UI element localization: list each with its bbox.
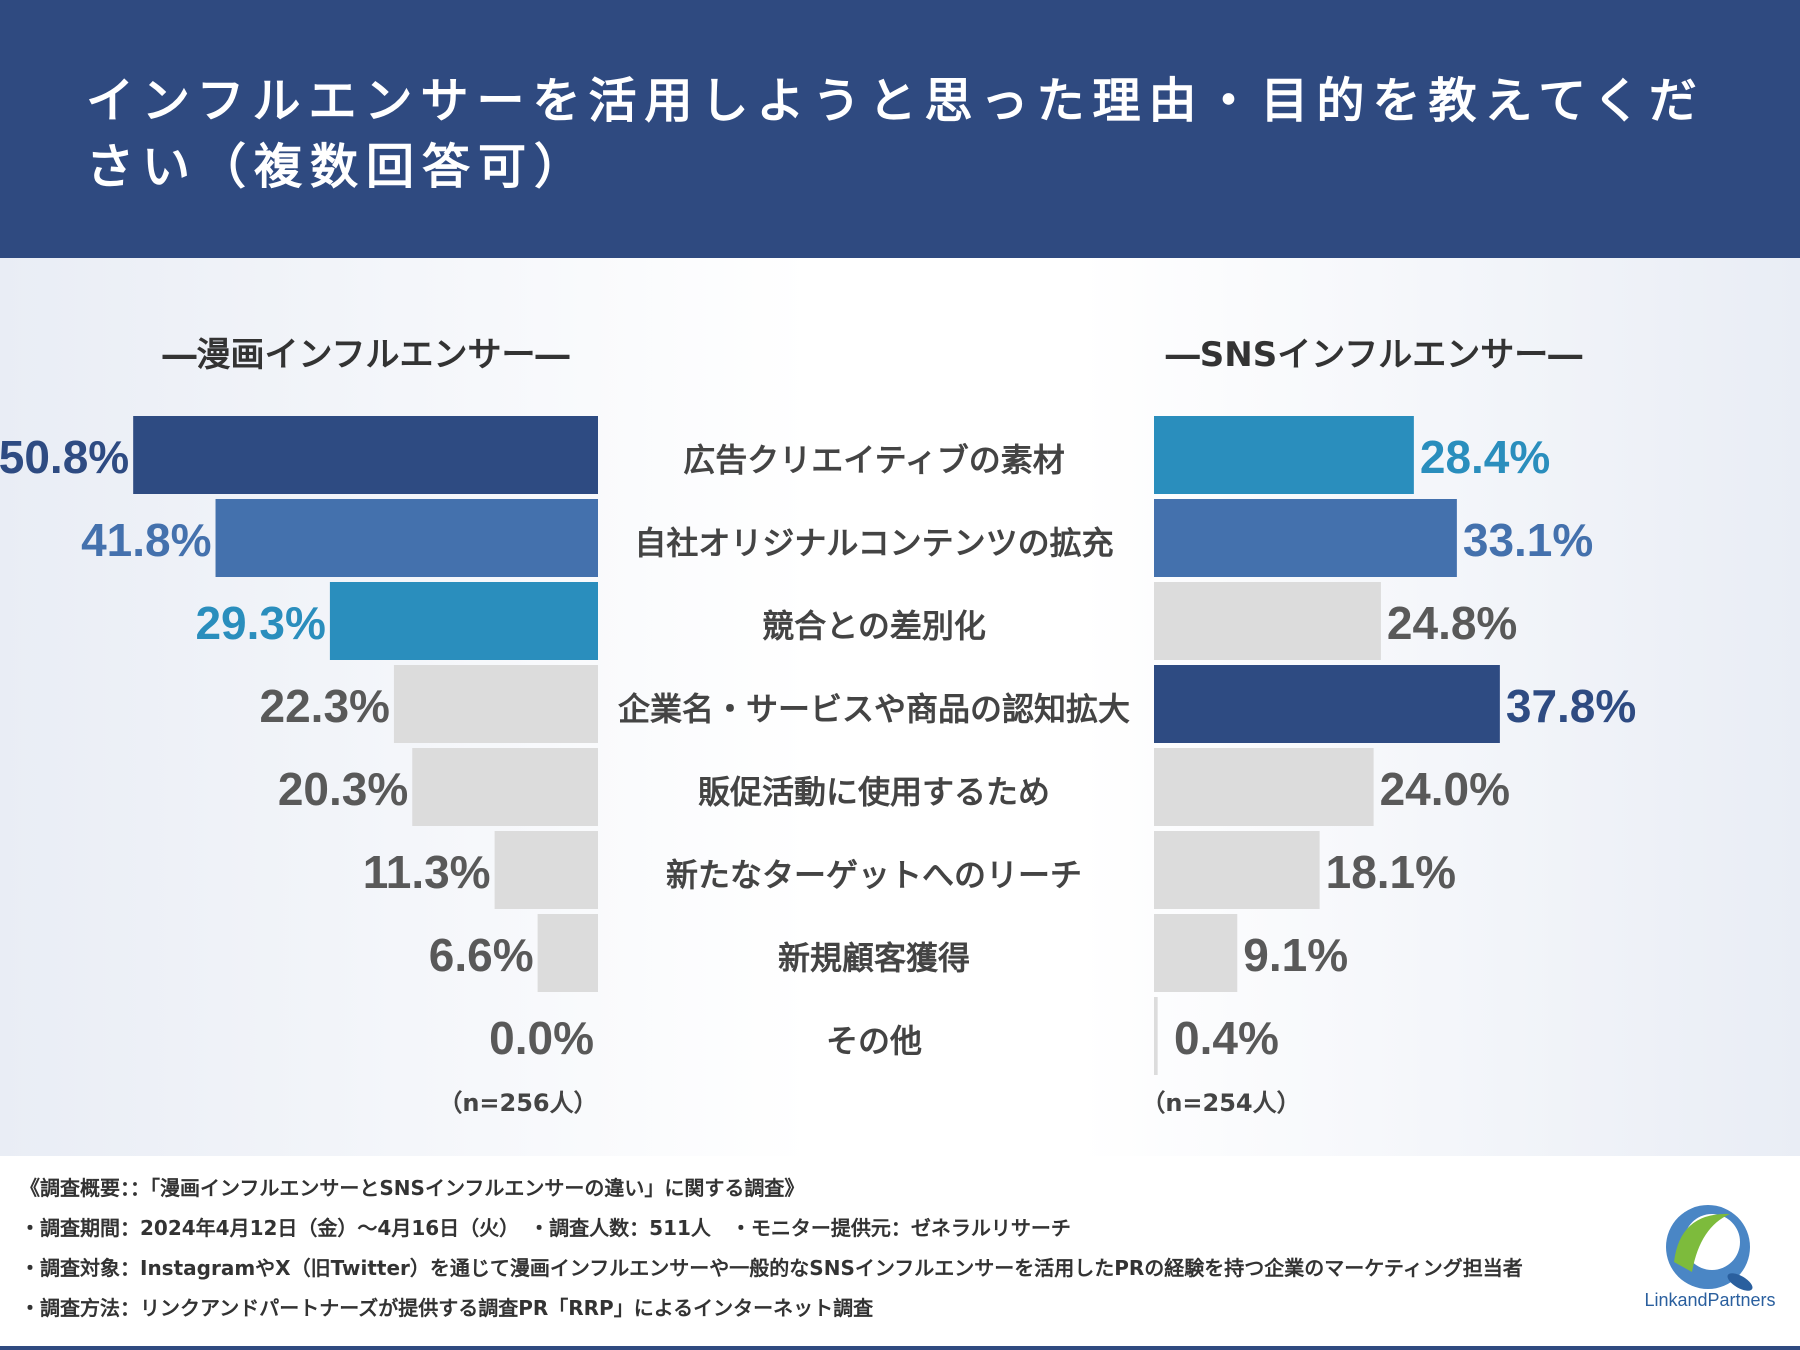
header-banner: インフルエンサーを活用しようと思った理由・目的を教えてください（複数回答可）	[0, 0, 1800, 258]
right-value-label: 24.0%	[1380, 763, 1510, 815]
left-bar	[215, 499, 598, 577]
footer-survey-period: ・調査期間：2024年4月12日（金）〜4月16日（火） ・調査人数：511人 …	[20, 1216, 1071, 1240]
left-series-header: ―漫画インフルエンサー―	[163, 335, 570, 375]
left-bar	[393, 665, 598, 743]
footer-survey-method: ・調査方法：リンクアンドパートナーズが提供する調査PR「RRP」によるインターネ…	[20, 1296, 874, 1320]
page-title: インフルエンサーを活用しようと思った理由・目的を教えてください（複数回答可）	[86, 73, 1705, 195]
left-bar	[537, 914, 598, 992]
right-bar	[1154, 499, 1457, 577]
right-value-label: 24.8%	[1387, 597, 1517, 649]
category-label: 広告クリエイティブの素材	[683, 441, 1064, 479]
left-bar	[133, 416, 598, 494]
right-bar	[1154, 665, 1500, 743]
left-bar	[412, 748, 598, 826]
link-and-partners-logo-icon	[1666, 1205, 1753, 1291]
right-value-label: 33.1%	[1463, 514, 1593, 566]
category-label: 販促活動に使用するため	[698, 773, 1050, 811]
left-bar	[494, 831, 598, 909]
right-value-label: 28.4%	[1420, 431, 1550, 483]
left-sample-size: （n=256人）	[438, 1089, 597, 1117]
right-bar	[1154, 997, 1158, 1075]
right-bar	[1154, 914, 1238, 992]
category-label: 新規顧客獲得	[778, 939, 970, 977]
right-value-label: 9.1%	[1243, 929, 1348, 981]
logo-text: LinkandPartners	[1644, 1290, 1776, 1310]
left-value-label: 11.3%	[363, 846, 491, 898]
footer-survey-title: 《調査概要：：「漫画インフルエンサーとSNSインフルエンサーの違い」に関する調査…	[20, 1176, 805, 1200]
right-value-label: 37.8%	[1506, 680, 1636, 732]
left-value-label: 29.3%	[195, 597, 325, 649]
right-sample-size: （n=254人）	[1141, 1089, 1300, 1117]
category-label: 自社オリジナルコンテンツの拡充	[634, 524, 1113, 562]
right-bar	[1154, 582, 1381, 660]
category-label: 企業名・サービスや商品の認知拡大	[618, 690, 1130, 728]
right-value-label: 0.4%	[1174, 1012, 1279, 1064]
right-value-label: 18.1%	[1326, 846, 1456, 898]
left-bar	[329, 582, 598, 660]
left-value-label: 50.8%	[0, 431, 129, 483]
butterfly-bar-chart: ―漫画インフルエンサー― ―SNSインフルエンサー― 広告クリエイティブの素材 5…	[0, 335, 1636, 1117]
category-label: 新たなターゲットへのリーチ	[666, 856, 1082, 894]
right-series-header: ―SNSインフルエンサー―	[1166, 335, 1582, 375]
left-value-label: 20.3%	[278, 763, 408, 815]
bottom-divider	[0, 1346, 1800, 1350]
right-bar	[1154, 748, 1374, 826]
right-bar	[1154, 416, 1414, 494]
right-bar	[1154, 831, 1320, 909]
left-value-label: 41.8%	[81, 514, 211, 566]
footer-survey-target: ・調査対象：InstagramやX（旧Twitter）を通じて漫画インフルエンサ…	[20, 1256, 1523, 1280]
left-value-label: 0.0%	[489, 1012, 594, 1064]
survey-footer: 《調査概要：：「漫画インフルエンサーとSNSインフルエンサーの違い」に関する調査…	[0, 1156, 1800, 1350]
left-value-label: 6.6%	[429, 929, 534, 981]
chart-background	[0, 258, 1800, 1156]
category-label: その他	[826, 1022, 922, 1060]
category-label: 競合との差別化	[762, 607, 986, 645]
left-value-label: 22.3%	[260, 680, 390, 732]
